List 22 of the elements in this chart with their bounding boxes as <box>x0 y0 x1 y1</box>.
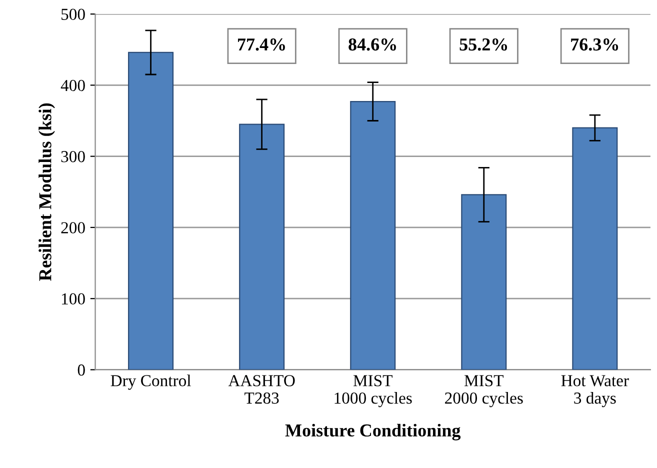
y-tick-label: 100 <box>62 293 85 305</box>
x-tick-label: AASHTO T283 <box>228 375 295 404</box>
bar <box>350 100 396 370</box>
bar <box>128 52 174 370</box>
y-tick-label: 200 <box>61 222 85 234</box>
x-tick-label: MIST 1000 cycles <box>334 375 412 408</box>
annotation: 84.6% <box>348 38 396 51</box>
y-tick-label: 400 <box>60 80 85 92</box>
bar <box>461 194 507 370</box>
y-tick-label: 300 <box>61 151 85 162</box>
annotation: 55.2% <box>460 38 508 51</box>
x-tick-label: Dry Control <box>110 374 191 390</box>
annotation: 76.3% <box>571 38 618 51</box>
x-tick-label: MIST 2000 cycles <box>445 375 523 408</box>
x-axis-title: Moisture Conditioning <box>285 424 461 440</box>
bar <box>572 127 618 370</box>
x-tick-label: Hot Water 3 days <box>561 375 629 408</box>
y-tick-label: 500 <box>62 8 85 20</box>
bar <box>239 124 285 370</box>
y-axis-title: Resilient Modulus (ksi) <box>38 103 55 281</box>
y-tick-label: 0 <box>78 364 85 376</box>
annotation: 77.4% <box>238 38 285 51</box>
